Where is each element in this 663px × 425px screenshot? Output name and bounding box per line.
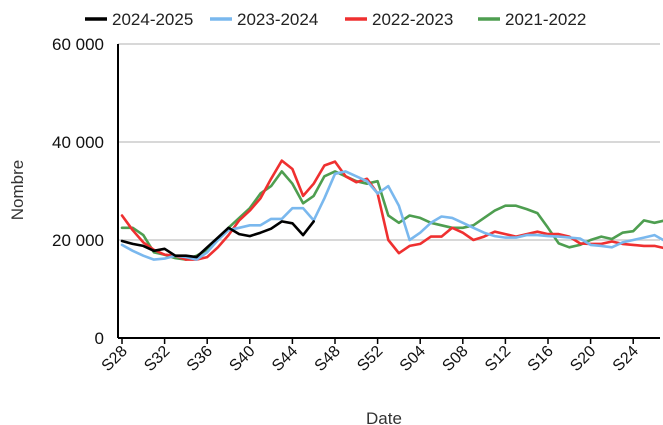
x-tick-label: S52 [354,343,386,375]
x-tick-label: S16 [525,343,557,375]
x-tick-label: S44 [269,343,301,375]
y-tick-label: 0 [95,329,104,348]
series-line-2022-2023 [120,159,663,261]
legend-label: 2024-2025 [112,10,193,29]
x-tick-label: S12 [482,343,514,375]
x-axis-title: Date [366,409,402,425]
x-tick-label: S40 [226,343,258,375]
y-tick-label: 60 000 [52,35,104,54]
chart-axes [117,44,660,339]
legend-label: 2021-2022 [505,10,586,29]
series-line-2024-2025 [120,220,316,259]
x-tick-label: S36 [184,343,216,375]
y-axis-ticks: 0 20 000 40 000 60 000 [52,35,104,348]
x-tick-label: S20 [567,343,599,375]
x-tick-label: S32 [141,343,173,375]
y-tick-label: 20 000 [52,231,104,250]
y-axis-title: Nombre [8,160,27,220]
x-axis-ticks: S28 S32 S36 S40 S44 S48 S52 S04 S08 S12 S16 S20 S24 [99,338,642,375]
grid-lines [118,43,660,241]
series-lines [120,159,663,261]
y-tick-label: 40 000 [52,133,104,152]
x-tick-label: S24 [610,343,642,375]
x-tick-label: S48 [312,343,344,375]
x-tick-label: S08 [439,343,471,375]
legend-label: 2023-2024 [237,10,318,29]
chart-legend: 2024-2025 2023-2024 2022-2023 2021-2022 [85,10,586,29]
legend-label: 2022-2023 [372,10,453,29]
series-line-2023-2024 [120,170,663,261]
x-tick-label: S04 [397,343,429,375]
